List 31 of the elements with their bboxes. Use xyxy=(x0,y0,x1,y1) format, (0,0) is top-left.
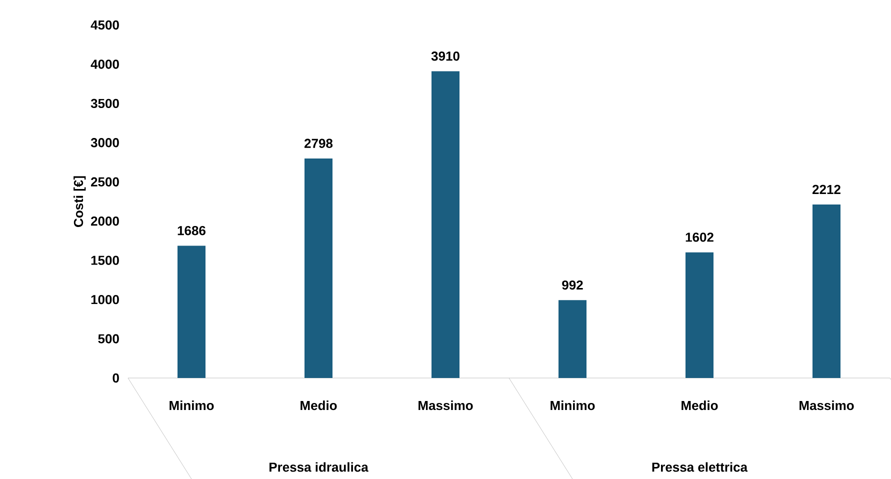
x-tick-label: Medio xyxy=(300,400,337,410)
text: Pressa elettrica xyxy=(652,462,748,472)
y-tick-label: 4000 xyxy=(90,60,119,69)
x-tick-label: Minimo xyxy=(550,400,595,410)
data-label: 1686 xyxy=(178,226,206,236)
bar xyxy=(178,246,206,378)
data-label: 992 xyxy=(562,280,583,290)
bar xyxy=(304,158,332,378)
y-tick-label: 3500 xyxy=(90,98,119,108)
data-label: 1602 xyxy=(686,232,714,242)
y-axis-title: Costi [€] xyxy=(74,176,86,227)
x-tick-label: Massimo xyxy=(418,400,473,410)
bar xyxy=(558,300,586,378)
y-tick-label: 4500 xyxy=(90,20,119,30)
y-tick-label: 500 xyxy=(98,334,119,344)
x-tick-label: Minimo xyxy=(170,400,214,410)
y-tick-label: 2500 xyxy=(91,177,119,186)
y-tick-label: 1000 xyxy=(91,294,119,304)
data-label: 3910 xyxy=(431,52,460,61)
y-tick-label: 1500 xyxy=(91,256,119,265)
bar xyxy=(432,71,460,378)
data-label: 2212 xyxy=(812,184,840,194)
y-tick-label: 3000 xyxy=(90,138,119,148)
y-tick-label: 2000 xyxy=(91,216,119,226)
text: Pressa idraulica xyxy=(270,462,368,472)
y-tick-label: 0 xyxy=(112,373,119,383)
x-tick-label: Medio xyxy=(682,400,718,410)
bar xyxy=(686,252,714,378)
x-tick-label: Massimo xyxy=(800,400,854,410)
bar xyxy=(812,204,840,378)
data-label: 2798 xyxy=(304,138,333,148)
